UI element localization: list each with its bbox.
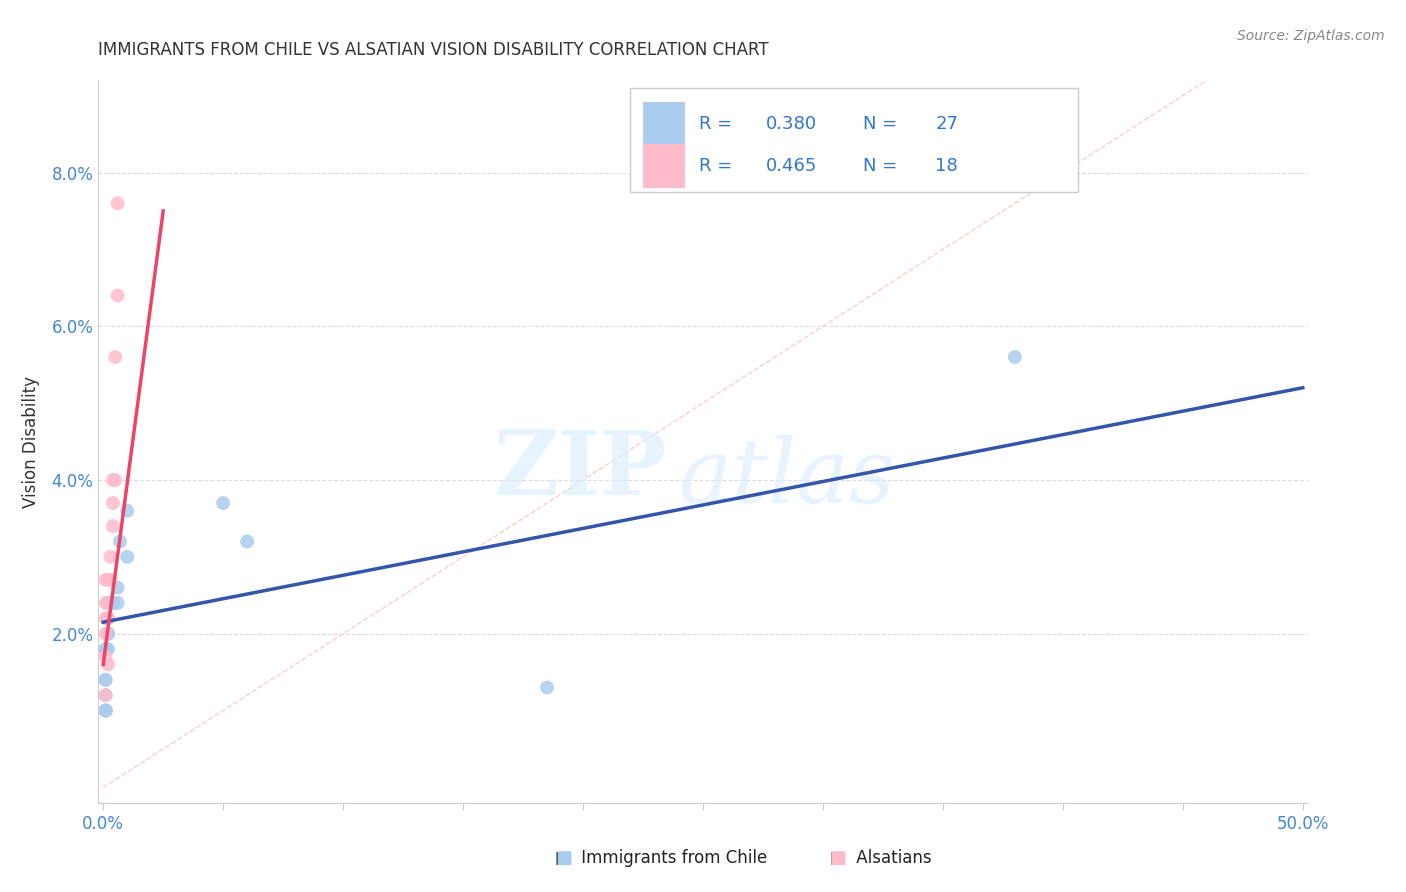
Point: [94, 573, 117, 587]
Point: [101, 473, 124, 487]
Point: [97, 611, 120, 625]
Point: [100, 549, 122, 564]
Text: 0.380: 0.380: [766, 115, 817, 133]
Text: N =: N =: [863, 156, 903, 175]
Text: IMMIGRANTS FROM CHILE VS ALSATIAN VISION DISABILITY CORRELATION CHART: IMMIGRANTS FROM CHILE VS ALSATIAN VISION…: [98, 41, 769, 59]
Text: R =: R =: [699, 156, 738, 175]
FancyBboxPatch shape: [643, 103, 683, 145]
Text: ■  Alsatians: ■ Alsatians: [830, 849, 931, 867]
Point: [107, 288, 129, 302]
Point: [104, 350, 127, 364]
Point: [97, 642, 120, 657]
Point: [97, 611, 120, 625]
Point: [94, 688, 117, 702]
Point: [94, 688, 117, 702]
Point: [101, 519, 124, 533]
Point: [536, 681, 558, 695]
Point: [107, 581, 129, 595]
Point: [101, 496, 124, 510]
Point: [97, 657, 120, 672]
Text: Source: ZipAtlas.com: Source: ZipAtlas.com: [1237, 29, 1385, 43]
Point: [94, 642, 117, 657]
Point: [94, 649, 117, 664]
Text: 0.465: 0.465: [766, 156, 817, 175]
Text: atlas: atlas: [679, 434, 894, 521]
Text: ■: ■: [555, 849, 572, 867]
Y-axis label: Vision Disability: Vision Disability: [22, 376, 41, 508]
Point: [115, 549, 138, 564]
Point: [236, 534, 259, 549]
Point: [100, 596, 122, 610]
Point: [97, 626, 120, 640]
Point: [94, 704, 117, 718]
Point: [1004, 350, 1026, 364]
Point: [101, 596, 124, 610]
Text: ■: ■: [830, 849, 846, 867]
Text: ZIP: ZIP: [494, 427, 666, 514]
Point: [94, 673, 117, 687]
Point: [94, 611, 117, 625]
Point: [94, 642, 117, 657]
FancyBboxPatch shape: [630, 87, 1078, 193]
Text: N =: N =: [863, 115, 903, 133]
Point: [97, 596, 120, 610]
Point: [100, 596, 122, 610]
Text: 18: 18: [935, 156, 957, 175]
Point: [97, 626, 120, 640]
Point: [94, 704, 117, 718]
Point: [94, 596, 117, 610]
FancyBboxPatch shape: [643, 145, 683, 186]
Point: [108, 534, 131, 549]
Point: [101, 596, 124, 610]
Point: [94, 626, 117, 640]
Point: [94, 704, 117, 718]
Text: 27: 27: [935, 115, 957, 133]
Text: ■  Immigrants from Chile: ■ Immigrants from Chile: [555, 849, 768, 867]
Point: [104, 473, 127, 487]
Point: [115, 504, 138, 518]
Point: [107, 196, 129, 211]
Text: R =: R =: [699, 115, 738, 133]
Point: [94, 673, 117, 687]
Point: [212, 496, 235, 510]
Point: [97, 573, 120, 587]
Point: [107, 596, 129, 610]
Point: [94, 704, 117, 718]
Point: [100, 573, 122, 587]
